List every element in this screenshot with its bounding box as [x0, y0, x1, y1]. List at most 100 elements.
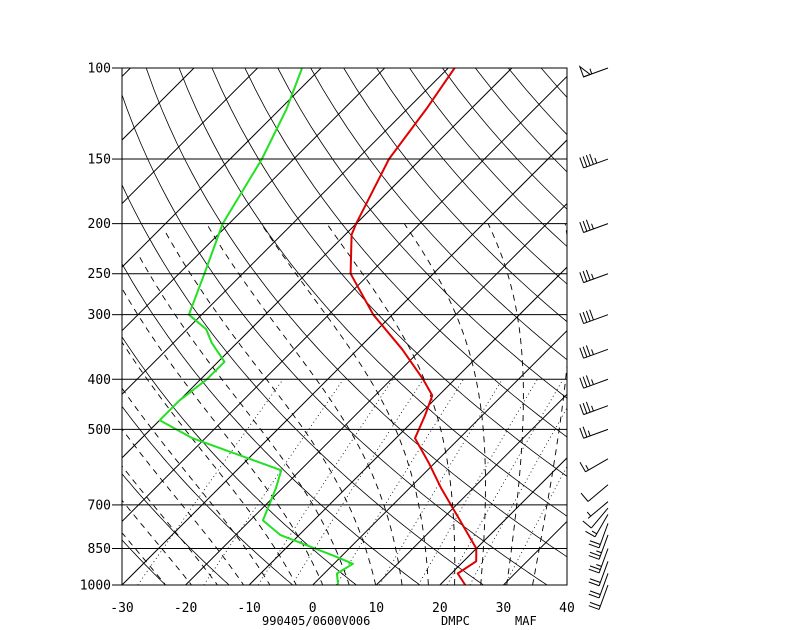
wind-barb-flag: [582, 270, 588, 282]
wind-barb-half-flag: [589, 68, 593, 75]
dry-adiabat-line: [507, 68, 567, 136]
wind-barb: [579, 458, 609, 473]
temperature-label: 40: [559, 601, 575, 616]
wind-barb-half-flag: [591, 530, 598, 535]
pressure-label: 150: [88, 153, 111, 168]
isotherm-line: [122, 68, 258, 205]
isotherm-line: [122, 68, 322, 268]
pressure-label: 500: [88, 423, 111, 438]
moist-adiabat-line: [122, 428, 245, 585]
sounding-trace: [349, 68, 478, 585]
pressure-label: 850: [88, 542, 111, 557]
moist-adiabat-line: [122, 532, 167, 585]
wind-barb: [580, 484, 609, 502]
wind-barb-flag: [579, 222, 585, 233]
wind-barb: [588, 584, 609, 610]
dry-adiabat-line: [607, 68, 806, 585]
wind-barb-staff: [594, 514, 609, 538]
wind-barb-half-flag: [591, 405, 594, 412]
dry-adiabat-line: [122, 336, 357, 585]
moist-adiabat-line: [122, 499, 193, 585]
wind-barb-staff: [583, 428, 609, 439]
wind-barb-flag: [580, 492, 589, 502]
pressure-label: 100: [88, 62, 111, 77]
wind-barb: [586, 501, 609, 519]
moist-adiabat-line: [487, 223, 524, 585]
dry-adiabat-line: [343, 68, 567, 323]
wind-barb: [588, 523, 609, 549]
dry-adiabat-line: [376, 68, 567, 285]
wind-barb: [588, 573, 609, 599]
dry-adiabat-line: [122, 183, 484, 585]
wind-barb-flag: [582, 220, 588, 232]
wind-barb-flag: [588, 543, 600, 549]
chart-grid: [122, 68, 806, 585]
wind-barb: [579, 269, 609, 284]
temperature-label: 30: [496, 601, 512, 616]
moist-adiabat-line: [122, 465, 219, 585]
wind-barb-flag: [585, 155, 591, 166]
isotherm-line: [312, 330, 567, 585]
wind-barb-half-flag: [585, 465, 589, 471]
dry-adiabat-line: [474, 68, 567, 173]
wind-barb-half-flag: [587, 430, 591, 437]
wind-barb: [579, 345, 609, 359]
wind-barb-flag: [585, 310, 591, 322]
wind-barb-flag: [582, 156, 588, 167]
wind-barb-staff: [598, 523, 609, 548]
wind-barb-flag: [589, 153, 594, 165]
wind-barb-half-flag: [591, 223, 594, 230]
wind-barb-half-flag: [591, 379, 594, 385]
moist-adiabat-line: [138, 254, 350, 585]
wind-barb: [585, 514, 609, 538]
wind-barb-staff: [585, 458, 609, 473]
pressure-label: 200: [88, 217, 111, 232]
mixing-ratio-line: [336, 379, 464, 585]
isobar-lines: [112, 67, 567, 586]
wind-barb-flag: [588, 581, 600, 587]
isotherm-line: [375, 393, 567, 585]
sounding-trace: [158, 68, 354, 585]
wind-barb-half-flag: [591, 273, 594, 280]
temperature-label: -30: [110, 601, 133, 616]
wind-barb-staff: [583, 158, 609, 169]
wind-barb-staff: [583, 348, 609, 359]
wind-barb-staff: [583, 378, 609, 389]
wind-barb-staff: [598, 548, 609, 574]
wind-barb-staff: [583, 314, 609, 325]
footer-datetime: 990405/0600V006: [262, 614, 370, 628]
wind-barb-pennant: [578, 65, 592, 78]
isotherm-line: [122, 68, 449, 395]
isotherm-line: [439, 457, 567, 585]
moist-adiabat-line: [206, 223, 403, 585]
wind-barb-staff: [583, 405, 609, 416]
dry-adiabat-line: [122, 473, 230, 585]
dry-adiabat-line: [673, 68, 806, 585]
wind-barb-staff: [598, 534, 609, 560]
wind-barb-flag: [585, 219, 591, 231]
isotherm-line: [503, 520, 567, 585]
mixing-ratio-line: [291, 379, 424, 585]
wind-barb-flag: [589, 601, 601, 607]
moist-adiabat-line: [163, 228, 377, 585]
wind-barb-flag: [582, 426, 588, 438]
isotherm-line: [122, 75, 567, 523]
wind-barb: [588, 534, 609, 560]
wind-barb-flag: [579, 404, 585, 415]
pressure-label: 700: [88, 498, 111, 513]
mixing-ratio-line: [257, 379, 394, 585]
wind-barb-flag: [585, 530, 596, 538]
wind-barb-column: [578, 65, 609, 610]
wind-barb: [582, 507, 609, 529]
dry-adiabat-line: [244, 68, 567, 438]
wind-barb: [588, 548, 609, 574]
wind-barb-flag: [585, 269, 591, 281]
isotherm-line: [122, 68, 513, 459]
pressure-label: 300: [88, 308, 111, 323]
wind-barb-flag: [588, 605, 600, 610]
wind-barb-flag: [579, 462, 586, 473]
wind-barb-flag: [589, 565, 601, 571]
temperature-label: 0: [309, 601, 317, 616]
wind-barb-half-flag: [594, 157, 598, 164]
footer-source: DMPC: [441, 614, 470, 628]
